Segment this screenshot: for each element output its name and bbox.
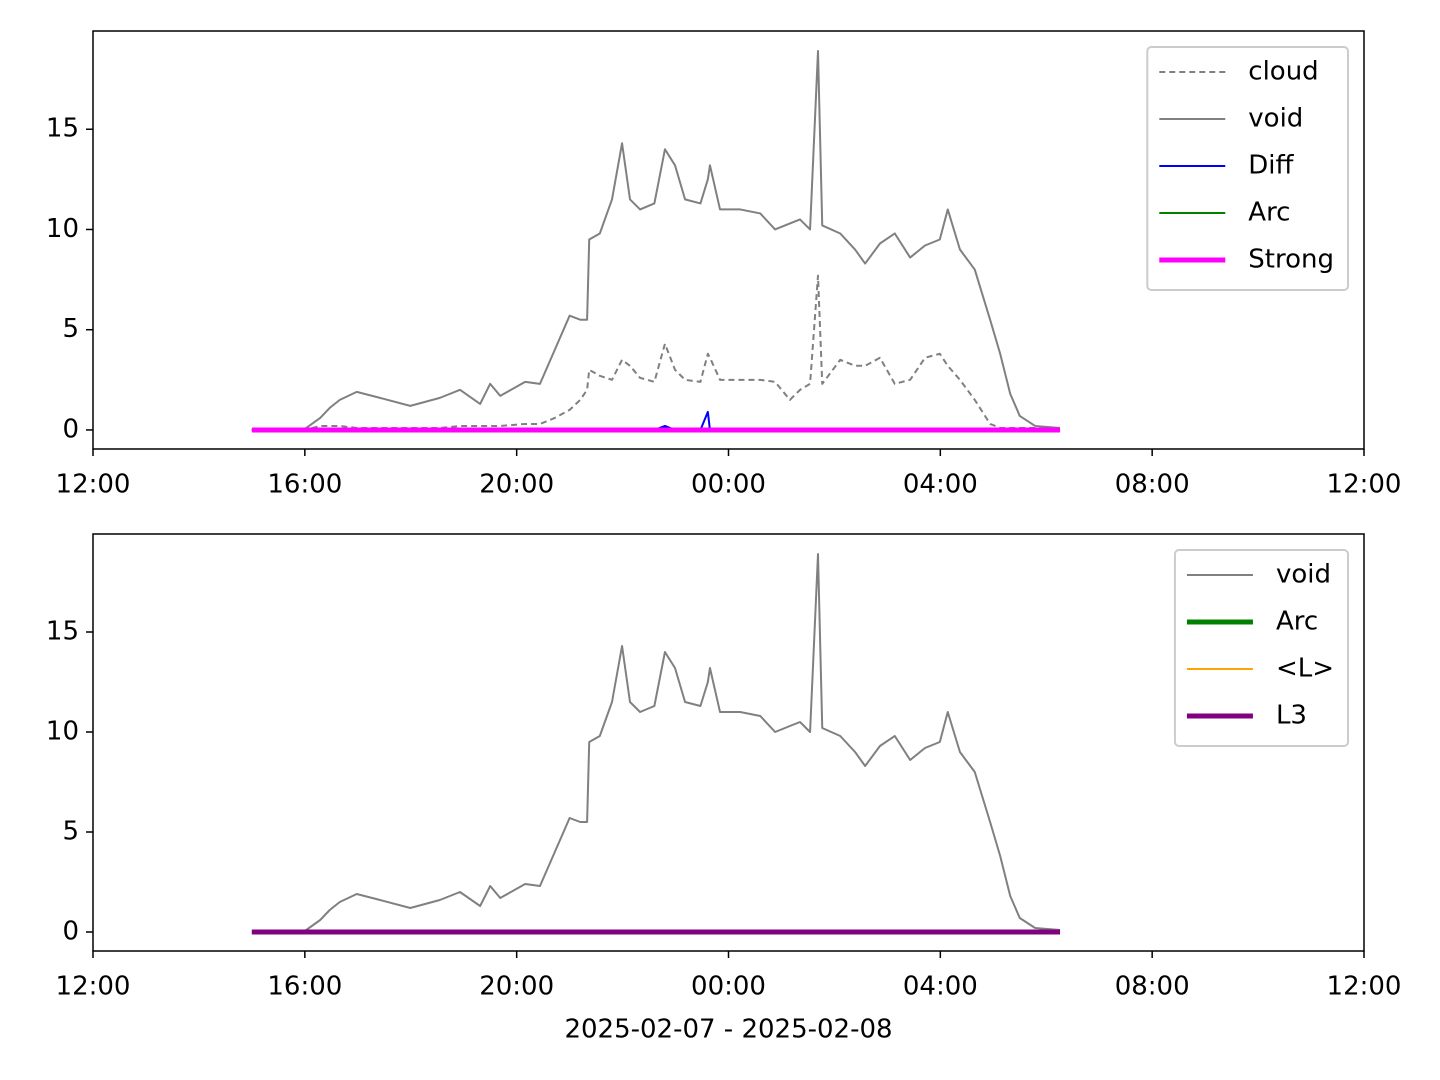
legend-box	[1146, 46, 1349, 291]
y-tick-label: 10	[46, 214, 79, 244]
series-line	[251, 50, 1061, 431]
axes-frame	[92, 30, 1365, 450]
legend: void Arc <L> L3	[1173, 549, 1349, 747]
legend-box	[1173, 549, 1349, 747]
legend-label: Strong	[1248, 245, 1334, 275]
legend-label: Arc	[1276, 607, 1318, 637]
legend-label: cloud	[1248, 57, 1318, 87]
y-tick-label: 15	[46, 617, 79, 647]
y-tick-label: 5	[62, 817, 79, 847]
x-tick-label: 20:00	[479, 972, 554, 1002]
x-tick-label: 16:00	[267, 972, 342, 1002]
legend-label: Arc	[1248, 198, 1290, 228]
x-tick-label: 12:00	[56, 470, 131, 500]
x-tick-label: 04:00	[903, 972, 978, 1002]
legend-label: L3	[1276, 701, 1307, 731]
legend: cloud void Diff Arc Strong	[1146, 46, 1349, 291]
x-tick-label: 12:00	[1327, 470, 1402, 500]
x-tick-label: 16:00	[267, 470, 342, 500]
legend-label: void	[1276, 560, 1331, 590]
x-tick-label: 20:00	[479, 470, 554, 500]
y-tick-label: 0	[62, 414, 79, 444]
x-tick-label: 04:00	[903, 470, 978, 500]
x-tick-label: 08:00	[1115, 470, 1190, 500]
plot-area	[251, 553, 1061, 935]
y-tick-label: 15	[46, 114, 79, 144]
legend-label: <L>	[1276, 654, 1334, 684]
y-tick-label: 10	[46, 717, 79, 747]
series-line	[251, 553, 1061, 933]
axes-frame	[92, 533, 1365, 952]
x-tick-label: 08:00	[1115, 972, 1190, 1002]
x-tick-label: 00:00	[691, 972, 766, 1002]
x-axis-label: 2025-02-07 - 2025-02-08	[564, 1015, 892, 1045]
plot-area	[251, 50, 1061, 433]
legend-label: Diff	[1248, 151, 1294, 181]
series-line	[251, 274, 1061, 431]
legend-label: void	[1248, 104, 1303, 134]
x-tick-label: 12:00	[1327, 972, 1402, 1002]
y-tick-label: 5	[62, 314, 79, 344]
y-tick-label: 0	[62, 917, 79, 947]
x-tick-label: 00:00	[691, 470, 766, 500]
x-tick-label: 12:00	[56, 972, 131, 1002]
